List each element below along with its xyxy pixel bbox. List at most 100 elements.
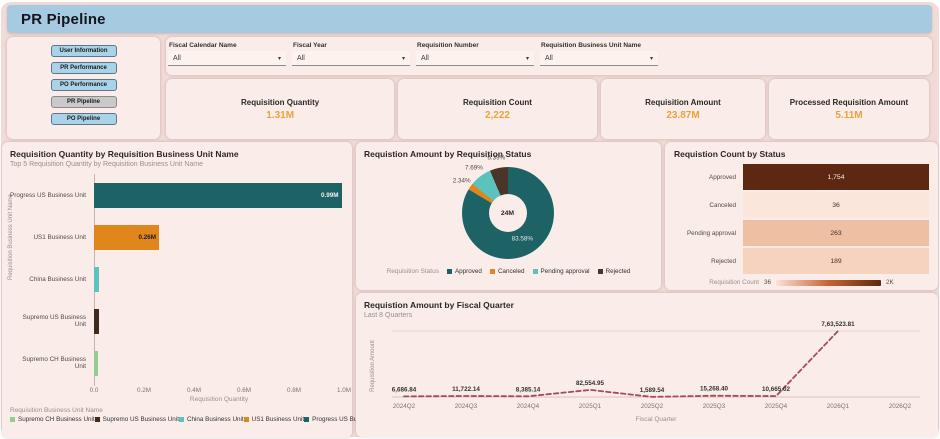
- heatmap-row-rejected: Rejected189: [674, 248, 929, 274]
- nav-button-po-performance[interactable]: PO Performance: [51, 79, 117, 91]
- legend-item-supremo-us-business-unit[interactable]: Supremo US Business Unit: [95, 416, 179, 423]
- filter-label: Requisition Business Unit Name: [541, 42, 658, 49]
- heatmap-legend-min: 36: [764, 279, 771, 286]
- filter-dropdown-requisition-business-unit-name[interactable]: All▾: [540, 51, 658, 66]
- bar-chart-card: Requisition Quantity by Requisition Busi…: [2, 142, 352, 438]
- filter-fiscal-calendar-name: Fiscal Calendar Name All▾: [168, 41, 286, 71]
- data-point-label: 1,589.54: [640, 387, 665, 394]
- legend-label: Pending approval: [541, 268, 590, 275]
- x-tick-label: 0.2M: [137, 387, 151, 394]
- chevron-down-icon: ▾: [402, 55, 405, 62]
- heatmap-cell-rejected[interactable]: 189: [743, 248, 929, 274]
- bar-track: [94, 267, 344, 292]
- donut-chart-card: Requistion Amount by Requisition Status …: [356, 142, 661, 290]
- kpi-value: 5.11M: [835, 110, 862, 121]
- donut-legend-title: Requisition Status: [387, 268, 439, 275]
- bar-track: 0.99M: [94, 183, 344, 208]
- x-tick-label: 2024Q2: [393, 403, 416, 410]
- legend-item-us1-business-unit[interactable]: US1 Business Unit: [244, 416, 305, 423]
- x-tick-label: 0.8M: [287, 387, 301, 394]
- legend-item-approved[interactable]: Approved: [447, 268, 482, 275]
- x-tick-label: 0.0: [90, 387, 99, 394]
- x-tick-label: 2024Q4: [517, 403, 540, 410]
- bar-supremo-us-business-unit[interactable]: [94, 309, 99, 334]
- filter-dropdown-fiscal-year[interactable]: All▾: [292, 51, 410, 66]
- kpi-value: 23.87M: [666, 110, 699, 121]
- legend-item-rejected[interactable]: Rejected: [598, 268, 631, 275]
- line-chart-title: Requistion Amount by Fiscal Quarter: [364, 300, 930, 310]
- bar-track: [94, 309, 344, 334]
- data-point-label: 6,686.84: [392, 386, 417, 393]
- bar-china-business-unit[interactable]: [94, 267, 99, 292]
- page-title-bar: PR Pipeline: [7, 5, 932, 33]
- legend-swatch-icon: [10, 417, 15, 422]
- filter-requisition-number: Requisition Number All▾: [416, 41, 534, 71]
- data-point-label: 82,554.95: [576, 380, 605, 387]
- legend-item-pending-approval[interactable]: Pending approval: [533, 268, 590, 275]
- legend-item-supremo-ch-business-unit[interactable]: Supremo CH Business Unit: [10, 416, 95, 423]
- heatmap-gradient-bar: [776, 280, 881, 286]
- slice-pct-pending-approval: 7.69%: [465, 165, 483, 172]
- kpi-card-requisition-count: Requisition Count2,222: [398, 79, 596, 139]
- filter-label: Requisition Number: [417, 42, 534, 49]
- x-tick-label: 2025Q4: [765, 403, 788, 410]
- line-chart-plot: 2024Q22024Q32024Q42025Q12025Q22025Q32025…: [364, 321, 928, 427]
- donut-center-value: 24M: [501, 210, 514, 217]
- slice-pct-canceled: 2.34%: [453, 177, 471, 184]
- kpi-label: Requisition Count: [463, 98, 532, 107]
- filter-dropdown-fiscal-calendar-name[interactable]: All▾: [168, 51, 286, 66]
- filter-label: Fiscal Calendar Name: [169, 42, 286, 49]
- nav-button-user-information[interactable]: User Information: [51, 45, 117, 57]
- bar-chart-legend: Supremo CH Business Unit Supremo US Busin…: [10, 416, 344, 423]
- kpi-row: Requisition Quantity1.31MRequisition Cou…: [166, 79, 932, 139]
- legend-label: Supremo US Business Unit: [103, 416, 179, 423]
- x-tick-label: 0.4M: [187, 387, 201, 394]
- heatmap-cell-canceled[interactable]: 36: [743, 192, 929, 218]
- data-point-label: 7,63,523.81: [821, 321, 855, 328]
- donut-chart-title: Requistion Amount by Requisition Status: [364, 149, 653, 159]
- x-tick-label: 2025Q3: [703, 403, 726, 410]
- bar-category-label: Supremo US Business Unit: [10, 314, 94, 328]
- bar-chart-x-axis-label: Requisition Quantity: [94, 396, 344, 403]
- data-point-label: 15,268.40: [700, 386, 729, 393]
- bar-category-label: US1 Business Unit: [10, 234, 94, 241]
- legend-item-china-business-unit[interactable]: China Business Unit: [179, 416, 244, 423]
- legend-item-canceled[interactable]: Canceled: [490, 268, 525, 275]
- heatmap-row-label: Approved: [674, 164, 743, 190]
- x-tick-label: 2025Q1: [579, 403, 602, 410]
- filter-label: Fiscal Year: [293, 42, 410, 49]
- filter-requisition-business-unit-name: Requisition Business Unit Name All▾: [540, 41, 658, 71]
- bar-row-progress-us-business-unit: Progress US Business Unit0.99M: [10, 174, 344, 216]
- x-tick-label: 2026Q1: [827, 403, 850, 410]
- heatmap-row-label: Pending approval: [674, 220, 743, 246]
- legend-label: China Business Unit: [187, 416, 244, 423]
- legend-label: Canceled: [498, 268, 525, 275]
- slice-pct-rejected: 6.39%: [487, 155, 505, 162]
- line-chart-y-axis-label: Requisition Amount: [370, 340, 376, 392]
- bar-row-supremo-us-business-unit: Supremo US Business Unit: [10, 300, 344, 342]
- kpi-card-processed-requisition-amount: Processed Requisition Amount5.11M: [769, 79, 928, 139]
- heatmap-cell-approved[interactable]: 1,754: [743, 164, 929, 190]
- line-chart-subtitle: Last 8 Quarters: [364, 312, 930, 319]
- nav-button-pr-pipeline[interactable]: PR Pipeline: [51, 96, 117, 108]
- data-point-label: 8,385.14: [516, 386, 541, 393]
- kpi-card-requisition-amount: Requisition Amount23.87M: [601, 79, 766, 139]
- nav-button-pr-performance[interactable]: PR Performance: [51, 62, 117, 74]
- heatmap-card: Requistion Count by Status Approved1,754…: [665, 142, 938, 290]
- legend-swatch-icon: [95, 417, 100, 422]
- nav-button-po-pipeline[interactable]: PO Pipeline: [51, 113, 117, 125]
- pr-pipeline-dashboard: PR Pipeline User Information PR Performan…: [0, 0, 940, 439]
- heatmap-legend-max: 2K: [886, 279, 894, 286]
- filter-fiscal-year: Fiscal Year All▾: [292, 41, 410, 71]
- x-tick-label: 1.0M: [337, 387, 351, 394]
- donut-chart-plot: 24M 83.58%2.34%7.69%6.39%: [434, 161, 584, 265]
- bar-us1-business-unit[interactable]: 0.26M: [94, 225, 159, 250]
- filter-dropdown-requisition-number[interactable]: All▾: [416, 51, 534, 66]
- bar-supremo-ch-business-unit[interactable]: [94, 351, 98, 376]
- slice-pct-approved: 83.58%: [512, 236, 533, 243]
- heatmap-rows: Approved1,754Canceled36Pending approval2…: [674, 164, 929, 274]
- bar-row-supremo-ch-business-unit: Supremo CH Business Unit: [10, 342, 344, 384]
- bar-progress-us-business-unit[interactable]: 0.99M: [94, 183, 342, 208]
- bar-value-label: 0.26M: [138, 234, 159, 241]
- heatmap-cell-pending-approval[interactable]: 263: [743, 220, 929, 246]
